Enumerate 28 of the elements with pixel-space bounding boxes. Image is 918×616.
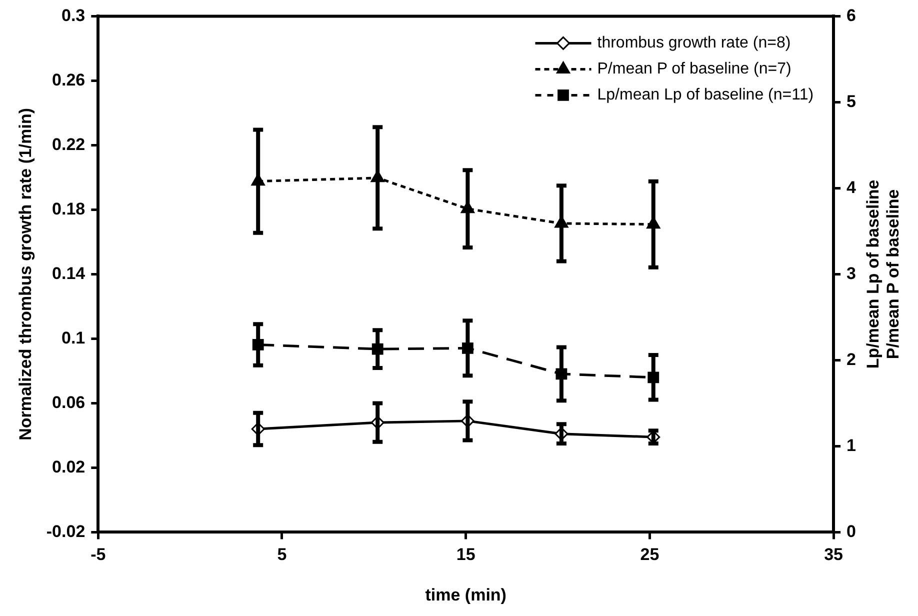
x-axis-title: time (min): [425, 585, 506, 604]
y-tick-label: 0.26: [52, 70, 86, 90]
y-tick-label: 0.1: [62, 328, 86, 348]
y2-tick-label: 4: [846, 178, 857, 197]
y-tick-label: 0.06: [52, 392, 86, 412]
legend-label: P/mean P of baseline (n=7): [597, 60, 792, 78]
x-tick-label: 35: [824, 545, 844, 564]
y2-tick-label: 0: [846, 522, 856, 541]
y2-tick-label: 2: [846, 350, 856, 369]
x-tick-label: -5: [90, 545, 106, 564]
text: Lp/mean Lp of baseline: [864, 180, 883, 369]
text: P/mean P of baseline: [884, 189, 903, 360]
x-tick-label: 5: [277, 545, 287, 564]
y-axis-title: Normalized thrombus growth rate (1/min): [16, 108, 35, 440]
y-tick-label: 0.02: [52, 457, 86, 476]
y2-tick-label: 1: [846, 436, 856, 455]
y-tick-label: -0.02: [46, 522, 86, 541]
y2-tick-label: 5: [846, 92, 856, 111]
legend-label: thrombus growth rate (n=8): [597, 34, 791, 52]
y2-tick-label: 3: [846, 264, 856, 283]
y-tick-label: 0.14: [52, 264, 86, 283]
x-tick-label: 25: [640, 545, 660, 564]
legend-label: Lp/mean Lp of baseline (n=11): [597, 86, 814, 104]
y-tick-label: 0.3: [62, 6, 86, 25]
x-tick-label: 15: [456, 545, 476, 564]
y2-tick-label: 6: [846, 6, 856, 25]
y-tick-label: 0.18: [52, 199, 86, 218]
y-tick-label: 0.22: [52, 134, 86, 154]
